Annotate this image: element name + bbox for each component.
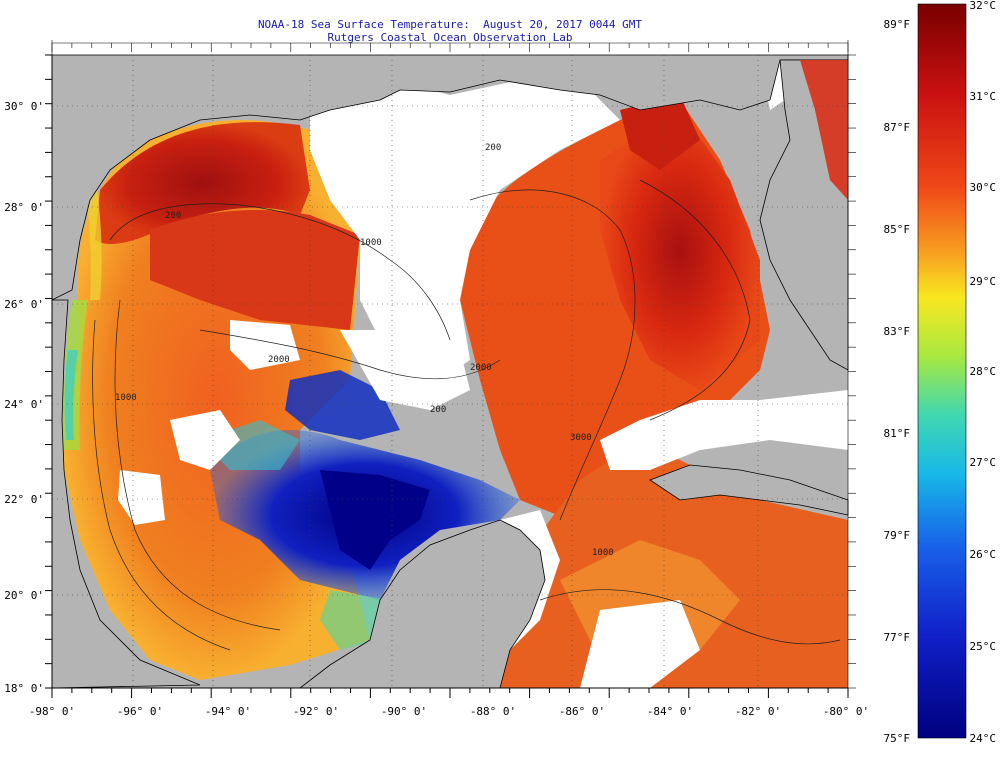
lat-label: 30° 0' (4, 100, 44, 113)
lon-label: -80° 0' (823, 705, 869, 718)
map-area: 200 1000 2000 1000 200 2000 1000 200 300… (51, 54, 849, 689)
lon-label: -86° 0' (559, 705, 605, 718)
celsius-label: 30°C (970, 181, 997, 194)
lat-label: 22° 0' (4, 493, 44, 506)
fahrenheit-label: 87°F (884, 121, 911, 134)
graticule (52, 55, 848, 688)
celsius-label: 31°C (970, 90, 997, 103)
contour-label: 3000 (570, 433, 592, 443)
contour-label: 2000 (470, 363, 492, 373)
gulf-northwest-warm (95, 122, 310, 245)
celsius-label: 29°C (970, 275, 997, 288)
longitude-labels: -98° 0' -96° 0' -94° 0' -92° 0' -90° 0' … (29, 705, 869, 718)
celsius-label: 26°C (970, 548, 997, 561)
fahrenheit-label: 83°F (884, 325, 911, 338)
fahrenheit-label: 85°F (884, 223, 911, 236)
fahrenheit-label: 79°F (884, 529, 911, 542)
lon-label: -98° 0' (29, 705, 75, 718)
colorbar: 32°C 31°C 30°C 29°C 28°C 27°C 26°C 25°C … (884, 0, 997, 745)
west-coast-yellow-strip (82, 180, 102, 300)
celsius-label: 25°C (970, 640, 997, 653)
contour-label: 1000 (360, 238, 382, 248)
celsius-label: 28°C (970, 365, 997, 378)
fahrenheit-label: 81°F (884, 427, 911, 440)
bathymetry-contours (92, 179, 841, 651)
land-north-coast (51, 54, 849, 301)
map-title: NOAA-18 Sea Surface Temperature: August … (0, 18, 900, 44)
fahrenheit-label: 77°F (884, 631, 911, 644)
lon-label: -96° 0' (117, 705, 163, 718)
land-mexico-west (51, 299, 201, 689)
west-coast-cyan-strip (64, 350, 78, 440)
contour-label: 200 (165, 211, 181, 221)
colorbar-gradient (917, 3, 967, 739)
celsius-label: 32°C (970, 0, 997, 12)
colorbar-fahrenheit: 89°F 87°F 85°F 83°F 81°F 79°F 77°F 75°F (884, 18, 911, 745)
lat-label: 24° 0' (4, 398, 44, 411)
lon-label: -92° 0' (293, 705, 339, 718)
fahrenheit-label: 75°F (884, 732, 911, 745)
axis-ticks (45, 43, 856, 698)
colorbar-celsius: 32°C 31°C 30°C 29°C 28°C 27°C 26°C 25°C … (970, 0, 997, 745)
celsius-label: 27°C (970, 456, 997, 469)
latitude-labels: 30° 0' 28° 0' 26° 0' 24° 0' 22° 0' 20° 0… (4, 100, 44, 695)
lon-label: -82° 0' (735, 705, 781, 718)
big-bend-hot (620, 95, 700, 170)
lon-label: -90° 0' (381, 705, 427, 718)
lon-label: -84° 0' (647, 705, 693, 718)
cold-core (320, 470, 430, 570)
fahrenheit-label: 89°F (884, 18, 911, 31)
lat-label: 20° 0' (4, 589, 44, 602)
atlantic-strip (800, 60, 848, 200)
title-line-1: NOAA-18 Sea Surface Temperature: August … (257, 18, 643, 31)
lon-label: -94° 0' (205, 705, 251, 718)
contour-label: 200 (430, 405, 446, 415)
cold-central-patches (285, 370, 400, 440)
contour-label: 200 (485, 143, 501, 153)
lat-label: 18° 0' (4, 682, 44, 695)
contour-labels: 200 1000 2000 1000 200 2000 1000 200 300… (115, 143, 614, 558)
lon-label: -88° 0' (470, 705, 516, 718)
contour-label: 1000 (592, 548, 614, 558)
gulf-central-warm (150, 210, 360, 330)
contour-label: 1000 (115, 393, 137, 403)
lat-label: 28° 0' (4, 201, 44, 214)
celsius-label: 24°C (970, 732, 997, 745)
title-line-2: Rutgers Coastal Ocean Observation Lab (327, 31, 573, 44)
contour-label: 2000 (268, 355, 290, 365)
lat-label: 26° 0' (4, 298, 44, 311)
